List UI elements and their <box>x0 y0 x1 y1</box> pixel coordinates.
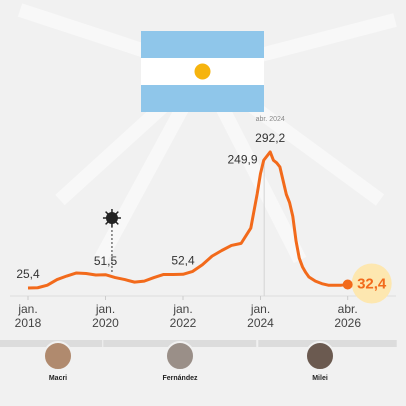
virus-icon <box>102 209 121 227</box>
virus-spike <box>111 211 119 219</box>
x-tick-label: jan. 2020 <box>92 302 119 330</box>
virus-spike <box>105 211 113 219</box>
flag <box>141 31 264 112</box>
data-label: 51,5 <box>94 254 118 268</box>
data-label: 52,4 <box>171 253 195 267</box>
x-tick-label: jan. 2022 <box>169 302 197 330</box>
peak-note: abr. 2024 <box>255 116 285 123</box>
end-point <box>342 279 353 290</box>
data-line <box>27 150 348 290</box>
x-tick-label: jan. 2018 <box>14 302 42 330</box>
president-name: Fernández <box>162 375 198 382</box>
x-tick-label: abr. 2026 <box>334 302 362 330</box>
virus-spike <box>105 217 113 225</box>
data-label: 249,9 <box>227 153 257 167</box>
highlight-bg <box>351 263 392 304</box>
president-photo <box>43 341 73 371</box>
president-name: Milei <box>312 375 328 382</box>
president-name: Macri <box>49 375 67 382</box>
president-photo <box>165 341 195 371</box>
president-photo <box>305 341 335 371</box>
x-tick-label: jan. 2024 <box>247 302 274 330</box>
virus-spike <box>111 217 119 225</box>
data-label: 32,4 <box>357 275 387 292</box>
data-label: 292,2 <box>255 131 285 145</box>
data-label: 25,4 <box>16 267 40 281</box>
